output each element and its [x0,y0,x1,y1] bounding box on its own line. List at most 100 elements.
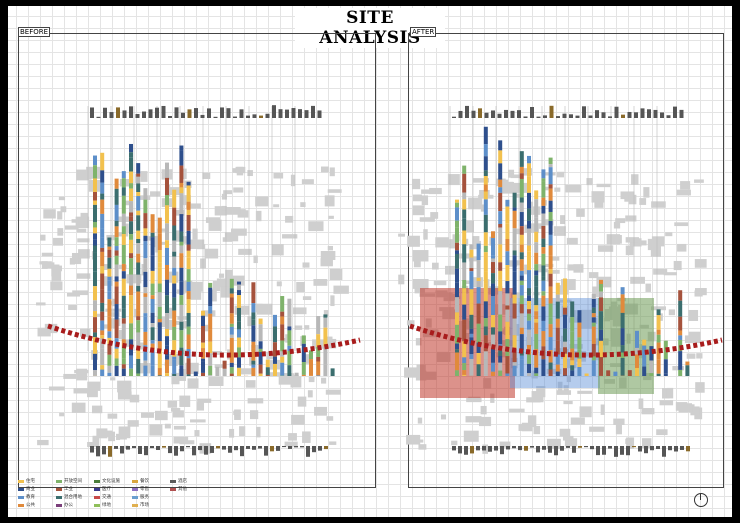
bar-segment [107,354,112,366]
bar-segment [483,271,488,284]
bar-segment [265,359,270,368]
building-block [557,381,563,394]
building-block [674,222,689,227]
bar-segment [280,311,285,317]
bar-segment [455,207,459,221]
bar-segment [107,365,112,373]
building-block [651,236,665,247]
bar-segment [287,298,292,318]
bar-segment [678,351,683,370]
building-block [303,354,312,364]
legend-swatch [170,479,176,483]
skyline-building [588,115,593,118]
building-block [76,228,87,233]
bar-segment [483,126,488,145]
bar-segment [136,243,141,254]
bar-segment [620,328,625,346]
building-block [292,307,307,315]
skyline-building [192,446,196,456]
bar-segment [498,172,503,180]
bar-segment [121,171,126,179]
bar-segment [280,362,285,376]
bar-segment [201,348,205,359]
bar-segment [527,373,531,376]
bar-segment [599,357,603,376]
bar-segment [114,365,119,376]
building-block [230,228,247,236]
bar-segment [107,280,112,292]
bar-segment [541,295,546,307]
bar-segment [548,234,553,246]
bar-segment [527,192,531,209]
skyline-building [288,446,292,449]
building-block [406,320,415,326]
bar-segment [258,318,263,325]
bar-segment [527,313,531,321]
building-block [411,178,421,190]
bar-segment [323,327,328,347]
building-block [157,228,167,232]
bar-segment [172,310,177,327]
bar-segment [172,283,177,298]
building-block [71,402,86,413]
skyline-building [96,446,100,457]
bar-segment [505,321,510,340]
skyline-building [194,108,198,118]
skyline-building [530,446,534,448]
bar-segment [527,220,531,229]
building-block [255,210,262,222]
building-block [631,174,639,185]
bar-segment [483,232,488,246]
bar-segment [100,170,105,183]
before-site-map [36,105,361,457]
building-block [641,408,655,415]
skyline-building [174,446,178,456]
building-block [463,280,475,284]
building-block [164,362,178,366]
skyline-building [484,112,489,118]
bar-segment [100,311,105,321]
skyline-building [512,446,516,449]
bar-segment [527,295,531,301]
building-block [625,237,639,243]
skyline-elevation-bottom [452,446,690,457]
bar-segment [208,282,213,288]
bar-segment [165,373,169,376]
building-block [302,262,310,268]
bar-segment [100,266,105,274]
building-block [37,439,49,446]
building-block [190,419,206,423]
skyline-building [518,446,522,451]
skyline-building [156,446,160,451]
skyline-building [285,109,289,118]
bar-segment [114,220,119,227]
bar-segment [527,329,531,334]
bar-segment [93,353,97,371]
legend-item: 绿地 [94,502,111,508]
bar-segment [165,264,169,280]
building-block [468,396,481,401]
bar-segment [455,305,459,313]
skyline-building [674,446,678,452]
building-block [96,313,104,317]
bar-segment [591,356,596,361]
bar-segment [229,323,234,327]
bar-segment [287,317,292,327]
skyline-building [318,446,322,451]
skyline-building [304,110,309,118]
bar-segment [555,371,560,376]
bar-segment [512,250,517,256]
building-block [188,281,203,292]
building-block [449,239,456,249]
bar-segment [534,315,539,320]
bar-segment [476,352,481,365]
building-block [468,256,480,262]
bar-segment [121,263,126,272]
skyline-building [584,446,588,448]
bar-segment [121,178,126,188]
bar-segment [476,287,481,304]
legend-label: 开放空间 [64,479,82,484]
bar-segment [309,350,313,360]
building-block [87,388,98,398]
skyline-building [144,446,148,456]
